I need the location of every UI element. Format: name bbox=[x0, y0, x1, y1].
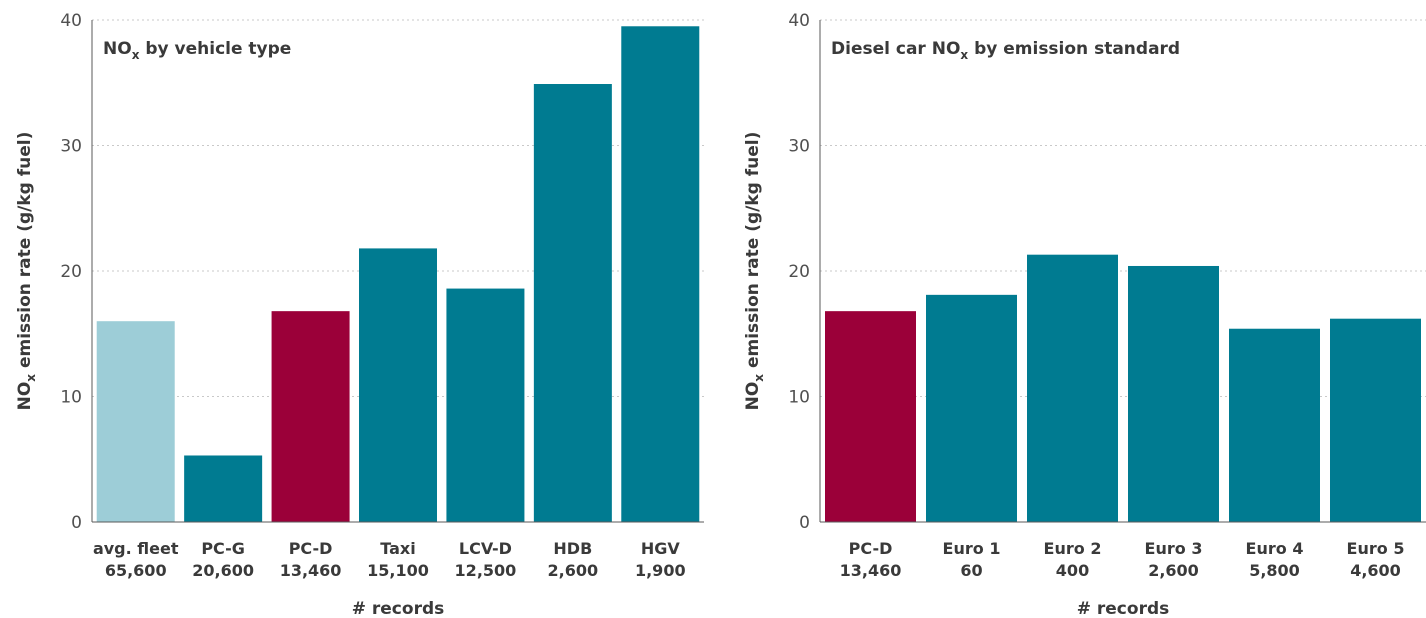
record-count-label: 60 bbox=[960, 561, 982, 580]
bar-euro-4 bbox=[1229, 328, 1320, 522]
bar-euro-1 bbox=[926, 294, 1017, 522]
record-count-label: 13,460 bbox=[280, 561, 342, 580]
y-axis-title: NOx emission rate (g/kg fuel) bbox=[743, 132, 766, 411]
x-tick-label: LCV-D bbox=[459, 539, 512, 558]
x-tick-label: PC-D bbox=[849, 539, 893, 558]
panel-title-part-1: x bbox=[960, 48, 968, 62]
y-tick-label: 40 bbox=[60, 11, 82, 31]
panel-title: Diesel car NOx by emission standard bbox=[831, 39, 1180, 62]
x-tick-label: Taxi bbox=[380, 539, 415, 558]
bar-lcv-d bbox=[446, 288, 525, 522]
y-axis-title-part-1: x bbox=[752, 374, 766, 382]
chart-panel-1: 0 10 20 30 40 avg. fleet 65,600 PC-G 20,600 PC-D 1… bbox=[15, 11, 704, 618]
bar-taxi bbox=[359, 248, 437, 522]
record-count-label: 65,600 bbox=[105, 561, 167, 580]
y-tick-label: 40 bbox=[788, 11, 810, 31]
panel-title-part-0: NO bbox=[103, 39, 132, 59]
y-tick-label: 10 bbox=[788, 388, 810, 408]
x-axis-title: # records bbox=[352, 599, 445, 618]
bar-hdb bbox=[533, 84, 612, 522]
bar-hgv bbox=[621, 26, 700, 523]
x-tick-label: Euro 2 bbox=[1044, 539, 1102, 558]
bar-pc-d bbox=[271, 311, 350, 522]
record-count-label: 15,100 bbox=[367, 561, 429, 580]
record-count-label: 2,600 bbox=[1148, 561, 1199, 580]
record-count-label: 4,600 bbox=[1350, 561, 1401, 580]
y-tick-label: 30 bbox=[788, 137, 810, 157]
record-count-label: 13,460 bbox=[840, 561, 902, 580]
y-tick-label: 20 bbox=[788, 262, 810, 282]
x-tick-label: Euro 5 bbox=[1347, 539, 1405, 558]
x-axis-title: # records bbox=[1077, 599, 1170, 618]
bar-euro-5 bbox=[1330, 318, 1421, 522]
x-tick-label: PC-G bbox=[201, 539, 245, 558]
panel-title-part-1: x bbox=[132, 48, 140, 62]
y-tick-label: 30 bbox=[60, 137, 82, 157]
bar-euro-2 bbox=[1027, 254, 1118, 522]
bar-pc-d bbox=[825, 311, 916, 522]
record-count-label: 1,900 bbox=[635, 561, 686, 580]
y-tick-label: 10 bbox=[60, 388, 82, 408]
y-axis-title-part-2: emission rate (g/kg fuel) bbox=[15, 132, 35, 374]
y-axis-title-part-2: emission rate (g/kg fuel) bbox=[743, 132, 763, 374]
panel-title-part-0: Diesel car NO bbox=[831, 39, 960, 59]
x-tick-label: Euro 3 bbox=[1145, 539, 1203, 558]
panel-title: NOx by vehicle type bbox=[103, 39, 291, 62]
x-tick-label: HDB bbox=[553, 539, 592, 558]
record-count-label: 5,800 bbox=[1249, 561, 1300, 580]
y-tick-label: 0 bbox=[71, 513, 82, 533]
panel-title-part-2: by vehicle type bbox=[139, 39, 291, 59]
record-count-label: 400 bbox=[1056, 561, 1089, 580]
record-count-label: 20,600 bbox=[192, 561, 254, 580]
y-axis-title-part-1: x bbox=[24, 374, 38, 382]
y-tick-label: 20 bbox=[60, 262, 82, 282]
x-tick-label: Euro 4 bbox=[1246, 539, 1304, 558]
record-count-label: 12,500 bbox=[455, 561, 517, 580]
panel-title-part-2: by emission standard bbox=[968, 39, 1180, 59]
x-tick-label: PC-D bbox=[289, 539, 333, 558]
bar-euro-3 bbox=[1128, 265, 1219, 522]
chart-panel-2: 0 10 20 30 40 PC-D 13,460 Euro 1 60 Euro 2 400 Euro… bbox=[743, 11, 1426, 618]
record-count-label: 2,600 bbox=[548, 561, 599, 580]
bar-avg-fleet bbox=[96, 321, 175, 522]
bar-pc-g bbox=[184, 455, 263, 522]
x-tick-label: HGV bbox=[641, 539, 681, 558]
x-tick-label: Euro 1 bbox=[943, 539, 1001, 558]
y-axis-title-part-0: NO bbox=[15, 382, 35, 411]
y-axis-title: NOx emission rate (g/kg fuel) bbox=[15, 132, 38, 411]
y-axis-title-part-0: NO bbox=[743, 382, 763, 411]
y-tick-label: 0 bbox=[799, 513, 810, 533]
x-tick-label: avg. fleet bbox=[93, 539, 179, 558]
